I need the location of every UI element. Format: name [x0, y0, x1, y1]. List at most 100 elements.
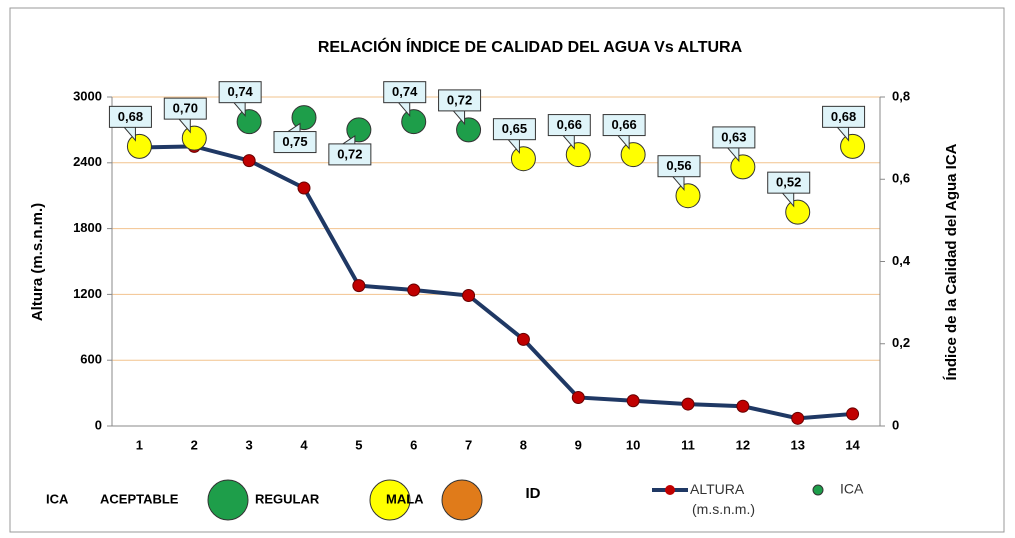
label-callout	[671, 175, 685, 192]
ica-value-label: 0,52	[776, 175, 801, 190]
ica-point	[565, 142, 591, 168]
ica-point	[346, 117, 372, 143]
y-tick-label: 1800	[73, 220, 102, 235]
y2-tick-label: 0,6	[892, 171, 910, 186]
ica-value-label: 0,68	[831, 109, 856, 124]
label-box	[108, 105, 152, 128]
label-box	[822, 105, 866, 128]
ica-point	[675, 183, 701, 209]
label-callout	[561, 134, 575, 150]
label-box	[657, 155, 701, 178]
x-tick-label: 2	[191, 437, 198, 452]
label-box	[273, 131, 317, 154]
label-callout	[177, 117, 191, 134]
y2-axis-label: Índice de la Calidad del Agua ICA	[943, 143, 960, 380]
ica-value-label: 0,72	[337, 146, 362, 161]
altura-line	[139, 144, 853, 421]
legend-marker	[812, 484, 824, 496]
ica-point	[840, 133, 866, 159]
y-tick-label: 1200	[73, 286, 102, 301]
ica-point	[291, 105, 317, 131]
ica-value-label: 0,63	[721, 129, 746, 144]
y-axis-label: Altura (m.s.n.m.)	[29, 203, 46, 321]
x-tick-label: 13	[790, 437, 804, 452]
ica-value-label: 0,56	[666, 158, 691, 173]
x-tick-label: 10	[626, 437, 640, 452]
x-tick-label: 14	[845, 437, 860, 452]
label-callout	[123, 126, 136, 142]
y-tick-label: 0	[95, 417, 102, 432]
label-box	[218, 81, 262, 104]
ica-point	[181, 125, 207, 151]
legend-label: ICA	[840, 481, 864, 497]
label-box	[383, 81, 427, 104]
altura-point	[242, 154, 256, 168]
x-tick-label: 11	[681, 437, 695, 452]
ica-legend-swatch	[369, 479, 411, 521]
label-callout	[452, 109, 466, 126]
y2-tick-label: 0,8	[892, 88, 910, 103]
label-callout	[507, 138, 520, 155]
y2-tick-label: 0,2	[892, 335, 910, 350]
ica-point	[401, 109, 427, 135]
chart-title: RELACIÓN ÍNDICE DE CALIDAD DEL AGUA Vs A…	[318, 37, 743, 56]
label-callout	[726, 146, 740, 163]
ica-point	[456, 117, 482, 143]
y-tick-label: 2400	[73, 154, 102, 169]
ica-point	[236, 109, 262, 135]
ica-point	[730, 154, 756, 180]
ica-point	[785, 199, 811, 225]
y2-tick-label: 0	[892, 417, 899, 432]
x-axis-label: ID	[526, 485, 541, 502]
x-tick-label: 9	[575, 437, 582, 452]
label-box	[492, 118, 536, 141]
x-tick-label: 7	[465, 437, 472, 452]
ica-legend-swatch	[207, 479, 249, 521]
label-box	[163, 97, 207, 120]
ica-value-label: 0,68	[118, 109, 143, 124]
x-tick-label: 5	[355, 437, 362, 452]
y-tick-label: 600	[80, 352, 102, 367]
label-box	[767, 171, 811, 194]
y-tick-label: 3000	[73, 88, 102, 103]
x-tick-label: 4	[300, 437, 308, 452]
altura-point	[626, 394, 640, 408]
ica-value-label: 0,75	[282, 134, 307, 149]
altura-point	[352, 279, 366, 293]
altura-point	[462, 288, 476, 302]
altura-point	[571, 390, 585, 404]
x-tick-label: 1	[136, 437, 143, 452]
ica-value-label: 0,74	[227, 84, 253, 99]
ica-legend-title: ICA	[46, 491, 69, 506]
ica-legend-label: MALA	[386, 491, 424, 506]
legend-marker	[665, 485, 675, 495]
label-callout	[781, 191, 795, 208]
label-box	[438, 89, 482, 112]
label-callout	[287, 122, 301, 132]
x-tick-label: 6	[410, 437, 417, 452]
y2-tick-label: 0,4	[892, 253, 911, 268]
frame	[9, 7, 1005, 533]
ica-value-label: 0,74	[392, 84, 418, 99]
ica-value-label: 0,72	[447, 92, 472, 107]
label-callout	[616, 134, 630, 150]
label-box	[328, 143, 372, 166]
label-callout	[232, 101, 246, 118]
label-box	[547, 114, 591, 137]
altura-point	[297, 181, 311, 195]
altura-point	[736, 399, 750, 413]
label-callout	[836, 126, 850, 142]
ica-legend-label: REGULAR	[255, 491, 320, 506]
label-callout	[397, 101, 411, 118]
altura-point	[846, 407, 860, 421]
ica-point	[126, 133, 152, 159]
legend-label: ALTURA (m.s.n.m.)	[690, 481, 755, 517]
ica-value-label: 0,65	[502, 121, 527, 136]
x-tick-label: 3	[246, 437, 253, 452]
altura-point	[407, 283, 421, 297]
ica-value-label: 0,66	[611, 117, 636, 132]
ica-legend-swatch	[441, 479, 483, 521]
label-box	[712, 126, 756, 149]
